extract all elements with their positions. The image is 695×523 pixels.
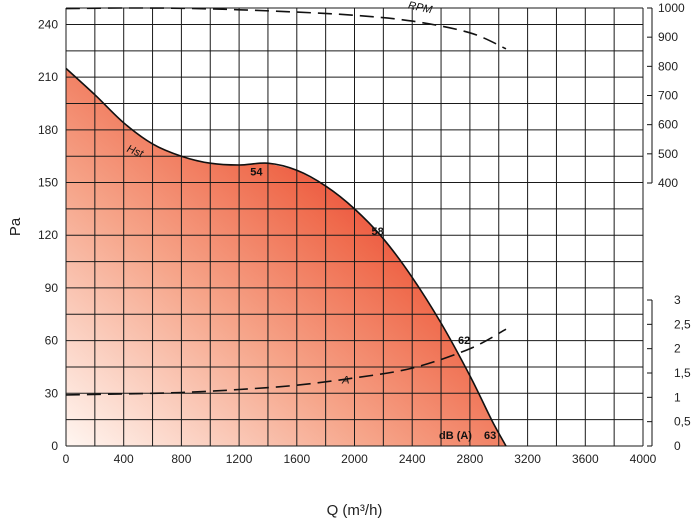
x-tick-label: 1200	[226, 452, 253, 466]
hst-area-fill	[66, 68, 506, 447]
db-label: 63	[484, 430, 496, 442]
x-axis-ticks: 0 400 800 1200 1600 2000 2400 2800 3200 3600 4000	[63, 452, 657, 466]
x-tick-label: 4000	[630, 452, 657, 466]
curve-lines	[65, 7, 507, 447]
rpm-tick-label: 700	[658, 89, 678, 103]
current-curve	[65, 328, 507, 396]
x-tick-label: 3200	[514, 452, 541, 466]
x-tick-label: 2400	[399, 452, 426, 466]
rpm-tick-label: 1000	[658, 1, 685, 15]
x-tick-label: 0	[63, 452, 70, 466]
current-axis: 0 0,5 1 1,5 2 2,5 3	[647, 293, 691, 453]
grid	[65, 7, 644, 447]
db-label: dB (A)	[439, 430, 472, 442]
hst-curve	[65, 67, 507, 447]
y-tick-label: 0	[51, 439, 58, 453]
rpm-curve	[65, 7, 507, 50]
x-axis-label: Q (m³/h)	[327, 502, 383, 519]
x-tick-label: 2800	[457, 452, 484, 466]
rpm-tick-label: 400	[658, 176, 678, 190]
x-tick-label: 400	[114, 452, 134, 466]
y-tick-label: 210	[38, 70, 58, 84]
rpm-axis: 400 500 600 700 800 900 1000	[647, 1, 685, 190]
hst-area	[66, 68, 506, 447]
y-tick-label: 150	[38, 176, 58, 190]
y-tick-label: 60	[45, 334, 59, 348]
y-tick-label: 240	[38, 17, 58, 31]
y-tick-label: 120	[38, 228, 58, 242]
current-tick-label: 1	[674, 390, 681, 404]
rpm-tick-label: 800	[658, 59, 678, 73]
rpm-tick-label: 600	[658, 118, 678, 132]
current-tick-label: 1,5	[674, 366, 691, 380]
y-axis-label: Pa	[7, 217, 24, 236]
rpm-tick-label: 900	[658, 30, 678, 44]
curve-label: A	[341, 375, 349, 387]
current-tick-label: 3	[674, 293, 681, 307]
x-tick-label: 1600	[283, 452, 310, 466]
db-label: 54	[250, 167, 263, 179]
rpm-tick-label: 500	[658, 147, 678, 161]
y-tick-label: 90	[45, 281, 59, 295]
y-tick-label: 180	[38, 123, 58, 137]
y-axis-ticks: 0 30 60 90 120 150 180 210 240	[38, 17, 58, 453]
curve-label: RPM	[407, 0, 434, 17]
db-label: 62	[458, 335, 470, 347]
current-tick-label: 0	[674, 439, 681, 453]
current-tick-label: 0,5	[674, 415, 691, 429]
x-tick-label: 800	[171, 452, 191, 466]
x-tick-label: 2000	[341, 452, 368, 466]
db-label: 58	[371, 226, 383, 238]
y-tick-label: 30	[45, 386, 59, 400]
current-tick-label: 2,5	[674, 317, 691, 331]
current-tick-label: 2	[674, 342, 681, 356]
x-tick-label: 3600	[572, 452, 599, 466]
